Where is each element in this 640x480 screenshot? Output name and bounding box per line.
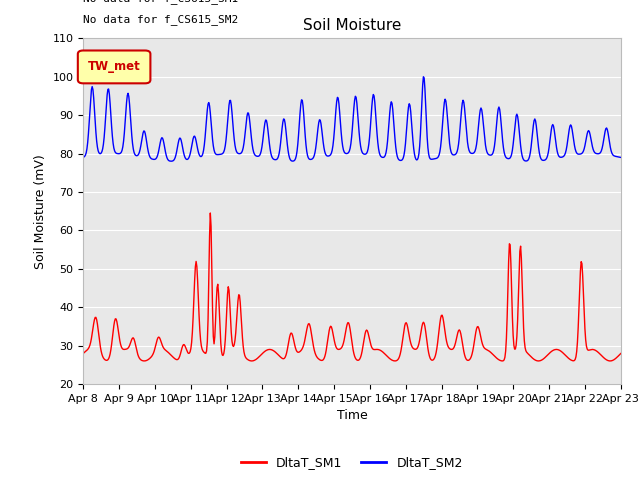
Text: No data for f_CS615_SM2: No data for f_CS615_SM2 (83, 14, 239, 25)
X-axis label: Time: Time (337, 409, 367, 422)
Legend: DltaT_SM1, DltaT_SM2: DltaT_SM1, DltaT_SM2 (236, 452, 468, 475)
Text: TW_met: TW_met (88, 60, 141, 73)
Text: No data for f_CS615_SM1: No data for f_CS615_SM1 (83, 0, 239, 4)
Title: Soil Moisture: Soil Moisture (303, 18, 401, 33)
Y-axis label: Soil Moisture (mV): Soil Moisture (mV) (34, 154, 47, 269)
FancyBboxPatch shape (78, 50, 150, 84)
